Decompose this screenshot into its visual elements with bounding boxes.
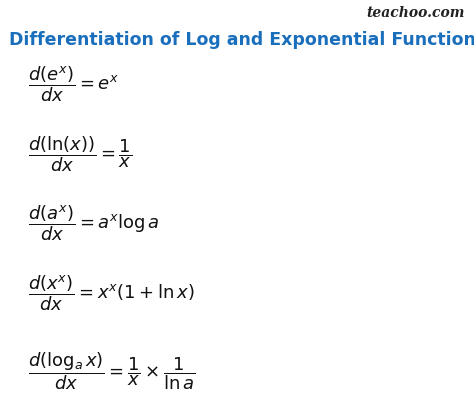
Text: $\dfrac{d(a^x)}{dx} = a^x \log a$: $\dfrac{d(a^x)}{dx} = a^x \log a$ — [28, 203, 160, 243]
Text: $\dfrac{d(e^x)}{dx} = e^x$: $\dfrac{d(e^x)}{dx} = e^x$ — [28, 64, 119, 103]
Text: $\dfrac{d(x^x)}{dx} = x^x(1 + \ln x)$: $\dfrac{d(x^x)}{dx} = x^x(1 + \ln x)$ — [28, 273, 195, 312]
Text: $\dfrac{d(\log_a x)}{dx} = \dfrac{1}{x} \times \dfrac{1}{\ln a}$: $\dfrac{d(\log_a x)}{dx} = \dfrac{1}{x} … — [28, 349, 196, 391]
Text: $\dfrac{d(\ln(x))}{dx} = \dfrac{1}{x}$: $\dfrac{d(\ln(x))}{dx} = \dfrac{1}{x}$ — [28, 134, 133, 173]
Text: Differentiation of Log and Exponential Function: Differentiation of Log and Exponential F… — [9, 31, 474, 49]
Text: teachoo.com: teachoo.com — [366, 6, 465, 20]
